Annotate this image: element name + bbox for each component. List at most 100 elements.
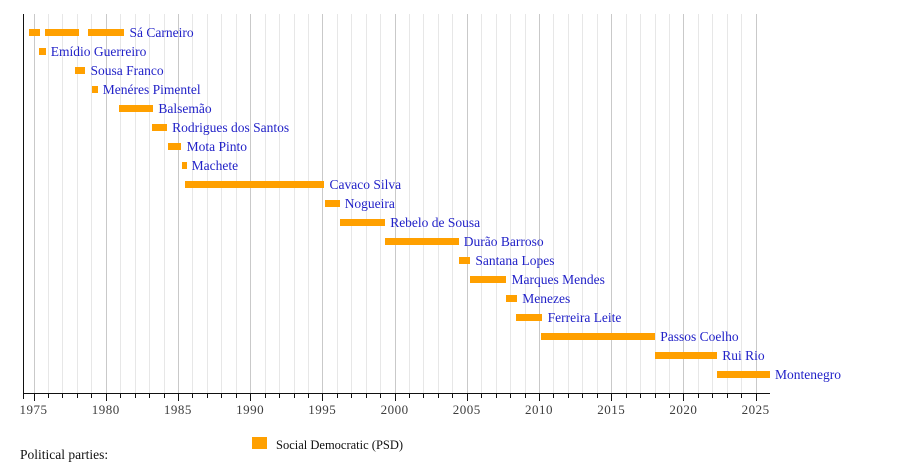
timeline-bar	[717, 371, 770, 378]
axis-minor-tick	[235, 394, 237, 398]
timeline-bar	[385, 238, 459, 245]
leader-label: Rodrigues dos Santos	[172, 119, 290, 135]
axis-minor-tick	[567, 394, 569, 398]
axis-tick-label: 1985	[163, 402, 192, 417]
axis-minor-tick	[134, 394, 136, 398]
axis-major-tick	[33, 394, 35, 401]
gridline	[741, 14, 743, 393]
axis-tick-label: 1975	[19, 402, 48, 417]
axis-minor-tick	[510, 394, 512, 398]
axis-minor-tick	[62, 394, 64, 398]
gridline	[553, 14, 555, 393]
axis-minor-tick	[91, 394, 93, 398]
axis-tick-label: 2015	[597, 402, 626, 417]
x-axis-line	[23, 393, 770, 394]
timeline-bar	[181, 162, 187, 169]
gridline	[697, 14, 699, 393]
axis-minor-tick	[149, 394, 151, 398]
leader-label: Passos Coelho	[660, 328, 739, 344]
gridline	[380, 14, 382, 393]
leader-label: Emídio Guerreiro	[50, 43, 147, 59]
axis-minor-tick	[741, 394, 743, 398]
gridline	[524, 14, 526, 393]
axis-minor-tick	[206, 394, 208, 398]
gridline	[206, 14, 208, 393]
gridline	[105, 14, 107, 393]
axis-minor-tick	[365, 394, 367, 398]
leader-label: Machete	[191, 157, 239, 173]
gridline	[221, 14, 223, 393]
gridline	[567, 14, 569, 393]
leader-label: Sousa Franco	[90, 62, 164, 78]
gridline	[423, 14, 425, 393]
axis-minor-tick	[582, 394, 584, 398]
timeline-bar	[152, 124, 168, 131]
axis-tick-label: 2005	[452, 402, 481, 417]
gridline	[91, 14, 93, 393]
gridline	[539, 14, 540, 393]
gridline	[279, 14, 280, 393]
timeline-bar	[118, 105, 154, 112]
axis-minor-tick	[668, 394, 670, 398]
axis-minor-tick	[351, 394, 353, 398]
timeline-bar	[458, 257, 471, 264]
axis-tick-label: 1980	[91, 402, 120, 417]
axis-tick-label: 2025	[741, 402, 770, 417]
timeline-bar	[39, 48, 46, 55]
leader-label: Menezes	[522, 290, 571, 306]
gridline	[307, 14, 309, 393]
axis-minor-tick	[192, 394, 194, 398]
timeline-bar	[515, 314, 543, 321]
axis-minor-tick	[423, 394, 425, 398]
leader-label: Balsemão	[158, 100, 212, 116]
axis-minor-tick	[726, 394, 728, 398]
gridline	[582, 14, 584, 393]
leader-label: Cavaco Silva	[329, 176, 402, 192]
axis-minor-tick	[697, 394, 699, 398]
axis-minor-tick	[481, 394, 483, 398]
gridline	[264, 14, 266, 393]
axis-major-tick	[105, 394, 107, 401]
gridline	[712, 14, 714, 393]
gridline	[654, 14, 656, 393]
leader-label: Sá Carneiro	[129, 24, 194, 40]
timeline-bar	[340, 219, 386, 226]
timeline-bar	[45, 29, 79, 36]
timeline-bar	[655, 352, 718, 359]
timeline-bar	[92, 86, 98, 93]
axis-minor-tick	[221, 394, 223, 398]
gridline	[510, 14, 512, 393]
gridline	[76, 14, 78, 393]
leader-label: Ferreira Leite	[547, 309, 622, 325]
timeline-bar	[167, 143, 182, 150]
axis-minor-tick	[495, 394, 497, 398]
gridline	[611, 14, 613, 393]
gridline	[596, 14, 598, 393]
gridline	[62, 14, 64, 393]
axis-major-tick	[755, 394, 757, 401]
leader-label: Menéres Pimentel	[102, 81, 201, 97]
leader-label: Nogueira	[344, 195, 395, 211]
gridline	[351, 14, 353, 393]
axis-minor-tick	[120, 394, 122, 398]
gridline	[177, 14, 179, 393]
axis-major-tick	[466, 394, 468, 401]
gridline	[683, 14, 685, 393]
gridline	[163, 14, 165, 393]
legend-heading: Political parties:	[20, 447, 109, 462]
axis-minor-tick	[76, 394, 78, 398]
timeline-bar	[75, 67, 86, 74]
timeline-bar	[88, 29, 125, 36]
axis-minor-tick	[452, 394, 454, 398]
gridline	[437, 14, 439, 393]
gridline	[235, 14, 237, 393]
leader-label: Marques Mendes	[511, 271, 605, 287]
axis-major-tick	[394, 394, 396, 401]
leader-label: Montenegro	[775, 366, 841, 382]
gridline	[322, 14, 324, 393]
leader-label: Durão Barroso	[463, 233, 544, 249]
gridline	[134, 14, 136, 393]
timeline-bar	[324, 200, 340, 207]
axis-major-tick	[177, 394, 179, 401]
axis-tick-label: 2000	[380, 402, 409, 417]
